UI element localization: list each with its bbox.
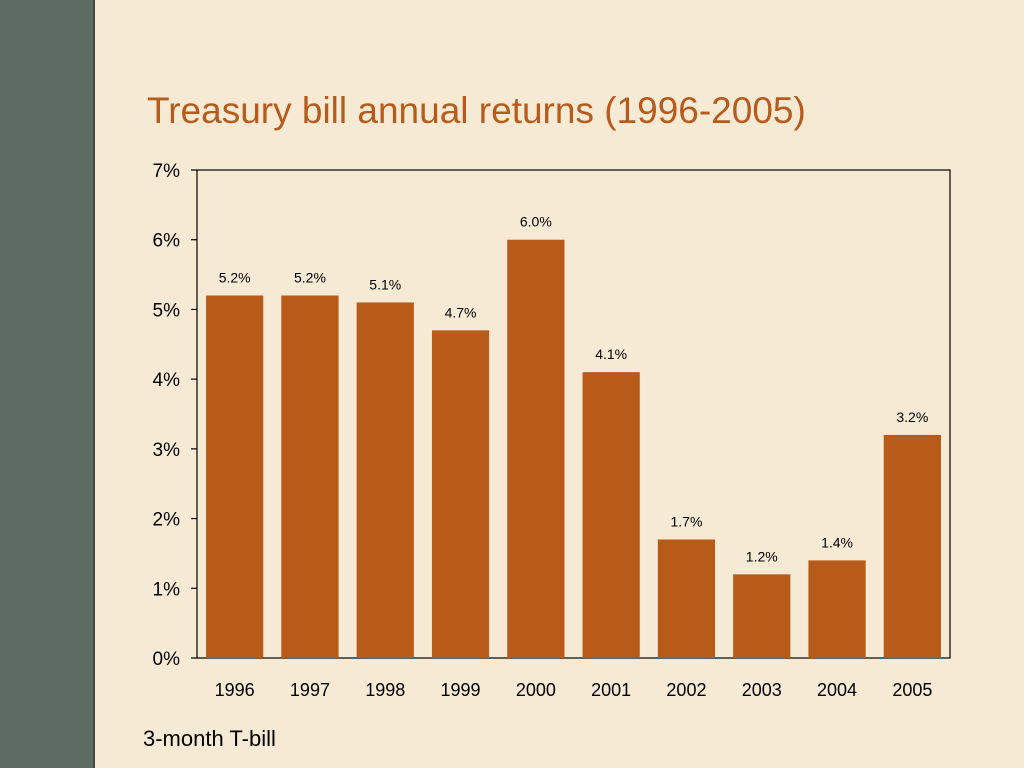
x-tick-label: 2005	[892, 680, 932, 700]
y-tick-label: 6%	[153, 231, 181, 252]
bar-value-label: 1.2%	[746, 548, 778, 564]
bar-value-label: 4.7%	[445, 304, 477, 320]
left-sidebar-band	[0, 0, 95, 768]
y-tick-label: 3%	[153, 440, 181, 461]
bar	[657, 539, 716, 658]
plot-area-frame	[196, 169, 951, 659]
bars-group: 5.2% 5.2% 5.1% 4.7% 6.0% 4.1% 1.7% 1.2% 1.4% 3.2%	[206, 214, 941, 658]
bar	[733, 574, 791, 658]
bar-value-label: 5.1%	[369, 276, 401, 292]
y-tick-label: 2%	[153, 510, 181, 531]
y-tick-label: 1%	[153, 579, 181, 600]
slide-title: Treasury bill annual returns (1996-2005)	[147, 90, 806, 131]
x-tick-label: 2003	[742, 680, 782, 700]
bar	[582, 372, 640, 658]
x-tick-label: 2002	[666, 680, 706, 700]
x-axis: 1996 1997 1998 1999 2000 2001 2002 2003 2004 2005	[215, 680, 933, 700]
bar-value-label: 5.2%	[294, 269, 326, 285]
y-axis: 0% 1% 2% 3% 4% 5% 6% 7%	[153, 161, 197, 670]
bar	[883, 434, 941, 658]
y-tick-label: 0%	[153, 649, 181, 670]
y-tick-label: 4%	[153, 370, 181, 391]
x-tick-label: 1997	[290, 680, 330, 700]
bar	[431, 330, 490, 658]
bar	[281, 295, 339, 658]
bar-value-label: 4.1%	[595, 346, 627, 362]
bar	[507, 239, 565, 658]
bar-value-label: 6.0%	[520, 214, 552, 230]
chart-footnote: 3-month T-bill	[143, 726, 276, 751]
x-tick-label: 1998	[365, 680, 405, 700]
bar	[356, 302, 414, 658]
bar	[808, 560, 866, 658]
bar-value-label: 1.7%	[670, 513, 702, 529]
bar	[206, 295, 264, 658]
x-tick-label: 2004	[817, 680, 857, 700]
y-tick-label: 5%	[153, 300, 181, 321]
y-tick-label: 7%	[153, 161, 181, 182]
bar-value-label: 1.4%	[821, 534, 853, 550]
x-tick-label: 2001	[591, 680, 631, 700]
bar-value-label: 5.2%	[219, 269, 251, 285]
bar-value-label: 3.2%	[896, 409, 928, 425]
x-tick-label: 1999	[441, 680, 481, 700]
x-tick-label: 2000	[516, 680, 556, 700]
x-tick-label: 1996	[215, 680, 255, 700]
